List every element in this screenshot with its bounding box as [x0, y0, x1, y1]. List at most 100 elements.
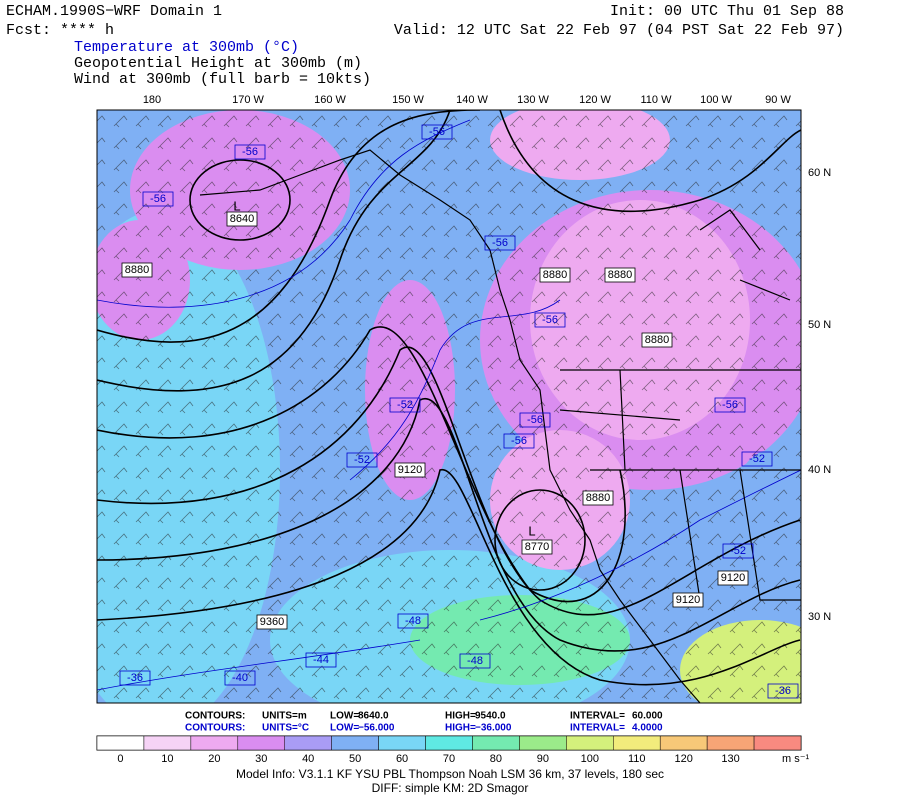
colorbar-label: 40: [302, 753, 314, 765]
longitude-label: 180: [143, 94, 161, 106]
contour-info: −56.000: [358, 723, 395, 734]
contour-label-box: [582, 490, 614, 506]
contour-info: INTERVAL=: [570, 723, 625, 734]
colorbar-swatch: [378, 735, 426, 751]
contour-label-box: [714, 397, 746, 413]
contour-label-box: [121, 262, 153, 278]
longitude-label: 110 W: [641, 94, 673, 106]
longitude-label: 90 W: [765, 94, 791, 106]
contour-info: INTERVAL=: [570, 711, 625, 722]
header-title: ECHAM.1990S−WRF Domain 1: [6, 3, 222, 20]
colorbar-label: 110: [628, 753, 646, 765]
header-valid: Valid: 12 UTC Sat 22 Feb 97 (04 PST Sat …: [394, 22, 844, 39]
field-name: Wind at 300mb (full barb = 10kts): [74, 71, 371, 88]
contour-label-box: [397, 613, 429, 629]
longitude-label: 170 W: [232, 94, 264, 106]
colorbar-label: 130: [721, 753, 739, 765]
contour-label: -56: [492, 237, 508, 249]
contour-label-box: [717, 570, 749, 586]
contour-label: -56: [150, 193, 166, 205]
contour-label-box: [521, 539, 553, 555]
colorbar-swatch: [472, 735, 520, 751]
contour-label: -56: [527, 414, 543, 426]
contour-info: 4.0000: [632, 723, 663, 734]
contour-label: 9120: [721, 572, 745, 584]
colorbar-swatch: [659, 735, 708, 751]
contour-label: 9120: [676, 594, 700, 606]
contour-label: 8880: [608, 269, 632, 281]
contour-label-box: [421, 124, 453, 140]
contour-info: HIGH=: [445, 723, 476, 734]
colorbar-swatch: [519, 735, 567, 751]
contour-label: -56: [542, 314, 558, 326]
contour-label: -56: [511, 435, 527, 447]
contour-label: 8880: [543, 269, 567, 281]
contour-label-box: [722, 543, 754, 559]
contour-label-box: [503, 433, 535, 449]
contour-info: 8640.0: [358, 711, 389, 722]
header-init: Init: 00 UTC Thu 01 Sep 88: [610, 3, 844, 20]
contour-info: LOW=: [330, 711, 359, 722]
header-forecast: Fcst: **** h: [6, 22, 114, 39]
contour-label-box: [394, 462, 426, 478]
contour-label: 8880: [586, 492, 610, 504]
contour-label-box: [534, 312, 566, 328]
contour-info: HIGH=: [445, 711, 476, 722]
contour-info: LOW=: [330, 723, 359, 734]
contour-label-box: [484, 235, 516, 251]
contour-info: CONTOURS:: [185, 723, 245, 734]
low-center: L: [233, 198, 240, 213]
contour-label: -56: [242, 146, 258, 158]
contour-label: -52: [730, 545, 746, 557]
colorbar-swatch: [143, 735, 192, 751]
colorbar-swatch: [613, 735, 661, 751]
colorbar-label: 0: [117, 753, 123, 765]
contour-info: CONTOURS:: [185, 711, 245, 722]
colorbar-swatch: [753, 735, 802, 751]
contour-label-box: [741, 451, 773, 467]
contour-label: -56: [722, 399, 738, 411]
map-field: [97, 110, 801, 703]
contour-label-box: [226, 211, 258, 227]
contour-label: 8880: [125, 264, 149, 276]
colorbar-swatch: [425, 735, 473, 751]
contour-label-box: [234, 144, 266, 160]
contour-label: 8880: [645, 334, 669, 346]
longitude-label: 140 W: [456, 94, 488, 106]
low-center: L: [528, 523, 535, 538]
contour-label-box: [767, 683, 799, 699]
contour-label-box: [519, 412, 551, 428]
contour-label: 9360: [260, 616, 284, 628]
contour-label-box: [142, 191, 174, 207]
colorbar-swatch: [284, 735, 332, 751]
colorbar-unit: m s⁻¹: [782, 753, 810, 765]
contour-label: -36: [127, 672, 143, 684]
contour-label: -52: [354, 454, 370, 466]
field-name: Geopotential Height at 300mb (m): [74, 55, 362, 72]
contour-label: -40: [232, 672, 248, 684]
colorbar-label: 30: [255, 753, 267, 765]
contour-label-box: [641, 332, 673, 348]
contour-label-box: [224, 670, 256, 686]
longitude-label: 120 W: [579, 94, 611, 106]
contour-info: UNITS=°C: [262, 723, 309, 734]
diff-info: DIFF: simple KM: 2D Smagor: [372, 781, 529, 795]
colorbar-label: 80: [490, 753, 502, 765]
contour-label: -48: [405, 615, 421, 627]
contour-label: -44: [313, 654, 329, 666]
contour-label: -36: [775, 685, 791, 697]
temperature-contours: [97, 119, 801, 691]
map-frame: [96, 109, 802, 704]
coastlines: [199, 149, 801, 703]
colorbar-label: 20: [208, 753, 220, 765]
longitude-label: 160 W: [314, 94, 346, 106]
contour-info: −36.000: [475, 723, 512, 734]
colorbar-label: 90: [537, 753, 549, 765]
colorbar-swatch: [237, 735, 285, 751]
contour-label-box: [539, 267, 571, 283]
wind-barbs: [97, 110, 801, 703]
colorbar-label: 60: [396, 753, 408, 765]
contour-label-box: [604, 267, 636, 283]
contour-label-box: [256, 614, 288, 630]
contour-label: 8770: [525, 541, 549, 553]
